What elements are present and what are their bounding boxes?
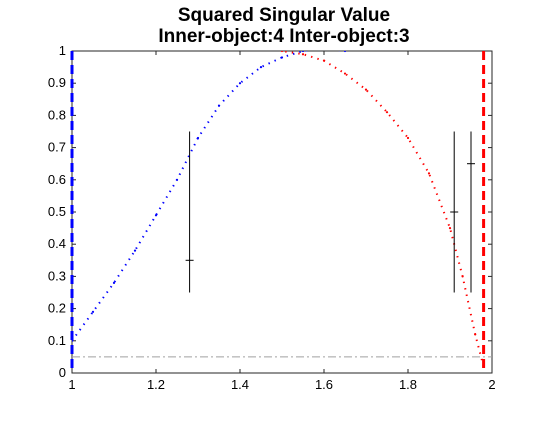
data-point [322, 59, 326, 62]
series-dotted-line [279, 51, 485, 367]
data-point [427, 172, 431, 175]
data-point [175, 178, 179, 181]
data-point [154, 214, 158, 217]
data-point [448, 227, 452, 230]
data-point [364, 88, 368, 91]
plot-area: 1 1.2 1.4 1.6 1.8 2 0 0.1 0.2 0.3 0.4 0.5 0.6 0.7 0.8 0… [48, 43, 496, 392]
series-dotted-line [72, 51, 345, 342]
y-tick-label: 0.1 [48, 333, 66, 348]
x-tick-label: 2 [488, 377, 495, 392]
blue-dotted-series [72, 47, 347, 342]
y-tick-label: 0.7 [48, 140, 66, 155]
data-point [280, 51, 284, 53]
data-point [301, 51, 305, 53]
plot-data-group [72, 47, 492, 368]
data-point [461, 275, 464, 278]
data-point [133, 249, 137, 252]
data-point [259, 66, 263, 69]
red-dotted-series [279, 51, 485, 368]
data-point [91, 310, 95, 313]
y-tick-label: 0.5 [48, 204, 66, 219]
y-tick-label: 0.4 [48, 236, 66, 251]
x-tick-label: 1.2 [147, 377, 165, 392]
y-tick-label: 0.8 [48, 107, 66, 122]
data-point [280, 56, 284, 59]
data-point [385, 111, 389, 114]
data-point [112, 281, 116, 284]
error-bar [185, 131, 194, 293]
data-point [406, 136, 410, 140]
data-point [217, 104, 221, 107]
x-tick-label: 1.4 [231, 377, 249, 392]
chart-title-line-1: Squared Singular Value [178, 5, 390, 26]
data-point [474, 333, 477, 336]
y-tick-label: 0.2 [48, 301, 66, 316]
x-tick-label: 1.6 [315, 377, 333, 392]
y-tick-label: 0.3 [48, 268, 66, 283]
axes-box [71, 50, 493, 374]
y-tick-label: 0.6 [48, 172, 66, 187]
data-point [323, 47, 325, 49]
data-point [72, 339, 74, 342]
y-tick-label: 0 [59, 365, 66, 380]
data-point [196, 136, 200, 140]
x-tick-label: 1 [68, 377, 75, 392]
data-point [301, 53, 305, 56]
chart-title-line-2: Inner-object:4 Inter-object:3 [158, 26, 409, 47]
data-point [343, 51, 347, 53]
error-bar [450, 131, 459, 293]
y-tick-label: 0.9 [48, 75, 66, 90]
data-point [343, 72, 347, 75]
error-bar [467, 131, 475, 293]
x-tick-label: 1.8 [399, 377, 417, 392]
y-tick-label: 1 [59, 43, 66, 58]
data-point [238, 82, 242, 85]
